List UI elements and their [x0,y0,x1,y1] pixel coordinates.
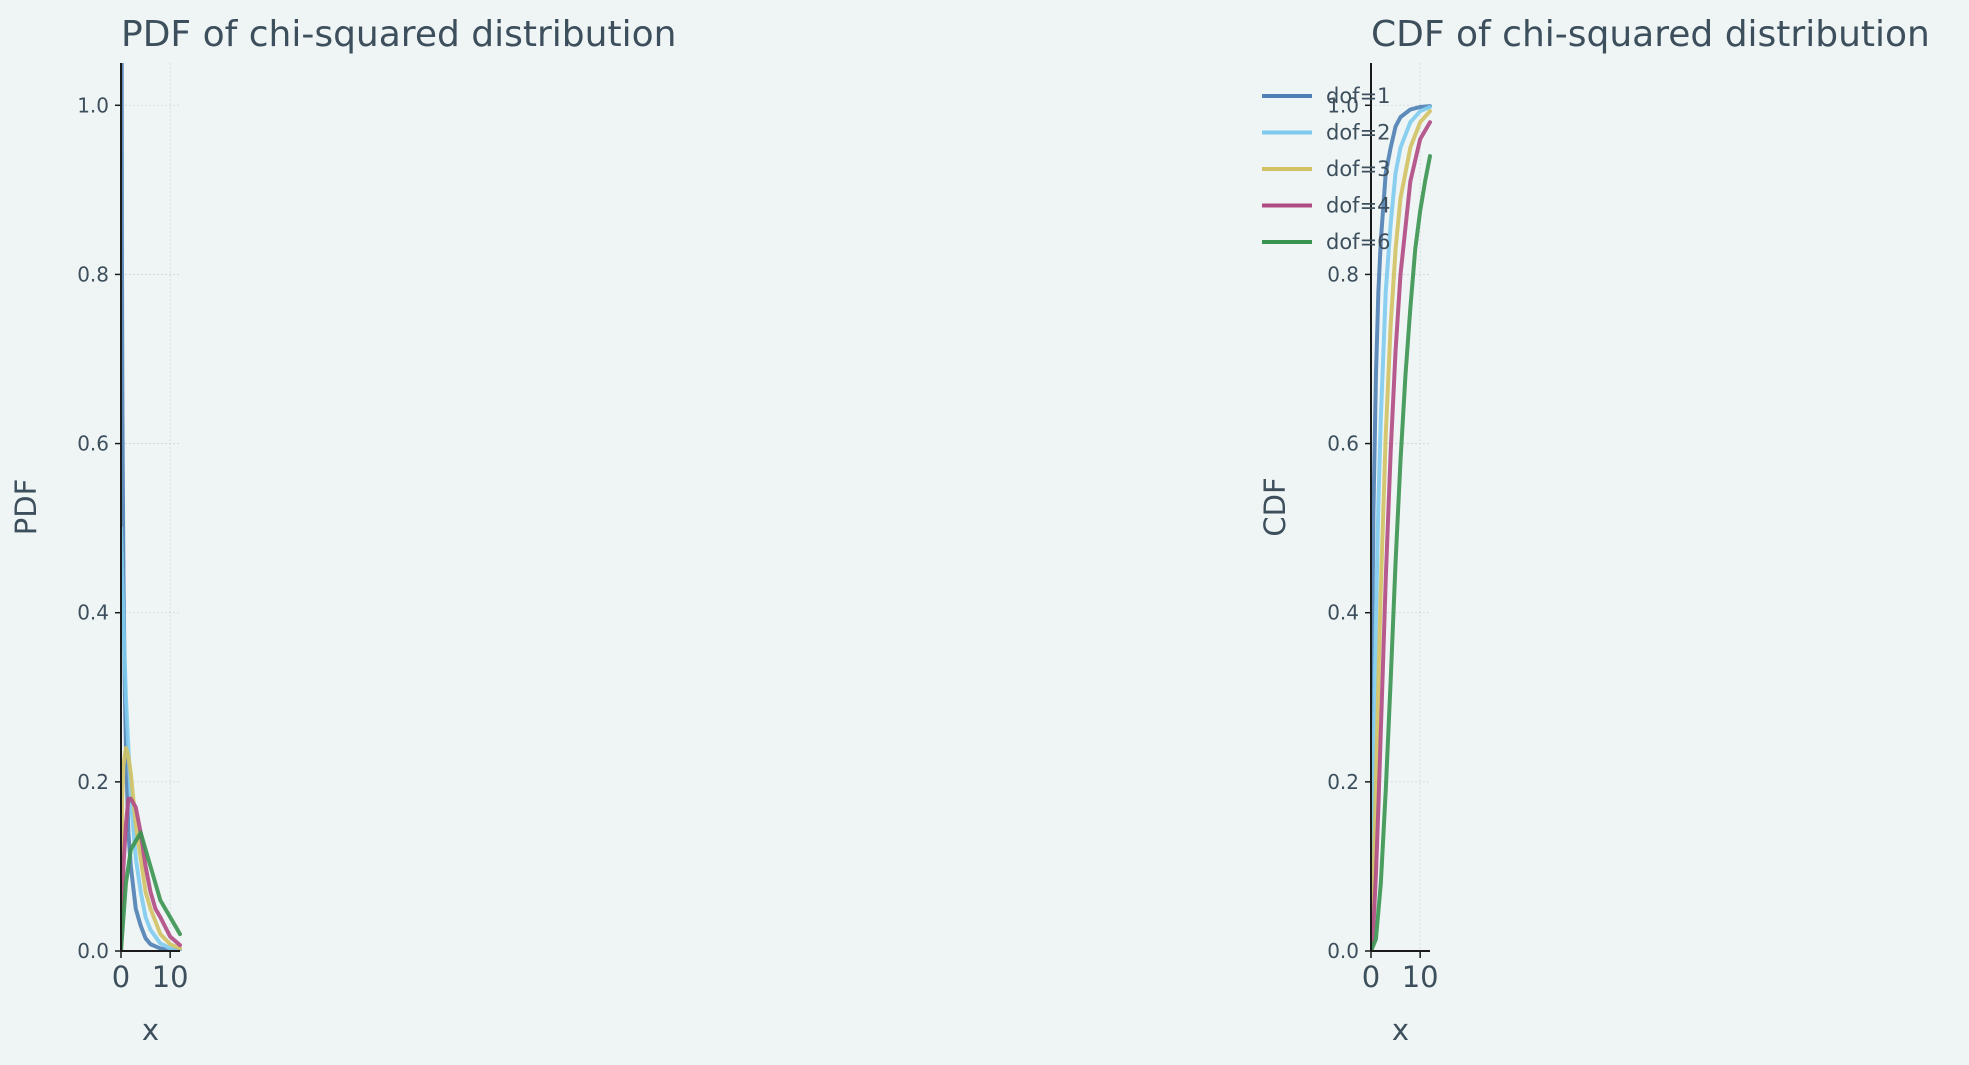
series-line-dof-2 [1371,104,1432,951]
x-tick-label: 0 [1362,960,1380,994]
y-tick-label: 0.4 [77,601,109,625]
y-tick-label: 0.0 [1327,939,1359,963]
legend-label: dof=2 [1326,121,1391,145]
chart-title: PDF of chi-squared distribution [121,14,676,55]
y-tick-label: 1.0 [77,93,109,117]
series-line-dof-2 [121,526,182,951]
legend-label: dof=6 [1326,230,1391,254]
x-tick-label: 10 [152,960,189,994]
y-axis-label: CDF [1258,477,1292,536]
y-tick-label: 0.6 [77,432,109,456]
legend-label: dof=4 [1326,194,1391,218]
series-line-dof-1 [121,63,182,951]
series-line-dof-6 [121,830,182,951]
x-tick-label: 0 [112,960,130,994]
y-tick-label: 0.4 [1327,601,1359,625]
legend-label: dof=3 [1326,157,1391,181]
y-axis-label: PDF [9,479,43,536]
series-group [121,63,182,951]
legend: dof=1 dof=2 dof=3 dof=4 dof=6 [1262,84,1391,254]
chart-title: CDF of chi-squared distribution [1371,14,1930,55]
y-tick-label: 0.8 [1327,262,1359,286]
series-group [1371,104,1432,951]
x-axis-label: x [1392,1013,1409,1047]
series-line-dof-6 [1371,154,1432,951]
series-line-dof-4 [1371,120,1432,951]
y-tick-label: 0.6 [1327,432,1359,456]
pdf-panel: 0.0 0.2 0.4 0.6 0.8 1.0 0 10 PDF of chi-squared … [9,14,676,1047]
series-line-dof-3 [121,746,182,951]
y-tick-label: 0.0 [77,939,109,963]
legend-label: dof=1 [1326,84,1391,108]
series-line-dof-3 [1371,109,1432,951]
y-tick-label: 1.0 [1327,93,1359,117]
cdf-panel: 0.0 0.2 0.4 0.6 0.8 1.0 0 10 CDF of chi-squared … [1258,14,1930,1047]
y-tick-label: 0.2 [1327,770,1359,794]
x-axis-label: x [142,1013,159,1047]
series-line-dof-1 [1371,104,1432,951]
y-tick-label: 0.8 [77,262,109,286]
x-tick-label: 10 [1402,960,1439,994]
y-tick-label: 0.2 [77,770,109,794]
